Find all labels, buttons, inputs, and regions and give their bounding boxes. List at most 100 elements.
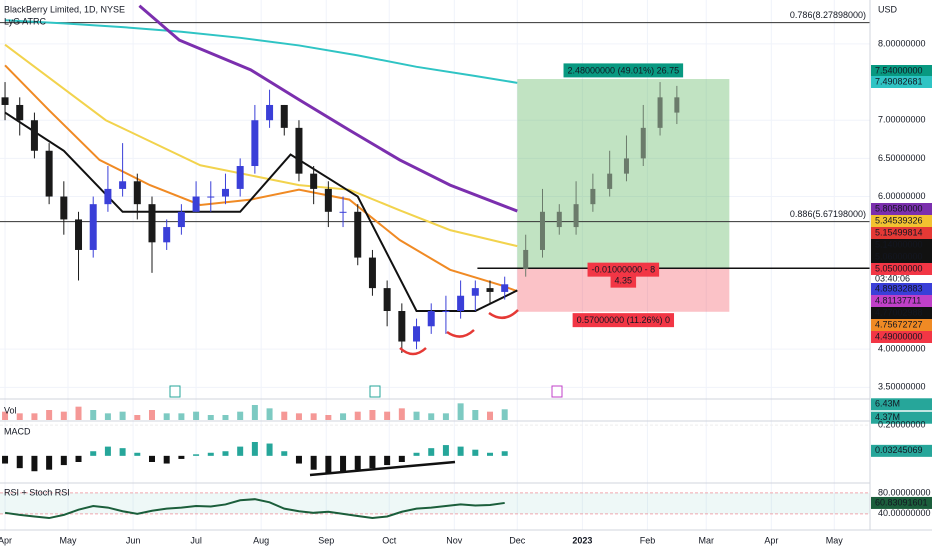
candle-body <box>607 173 613 189</box>
stop-label: 0.57000000 (11.26%) 0 <box>577 315 670 325</box>
y-tick-label: 8.00000000 <box>878 38 926 48</box>
macd-bar <box>134 452 141 456</box>
volume-bar <box>310 413 317 420</box>
candle-body <box>163 227 171 243</box>
macd-bar <box>31 455 38 472</box>
price-tag-label: 5.34539326 <box>875 215 923 225</box>
earnings-icon <box>369 385 381 398</box>
x-tick-label: Oct <box>382 535 397 545</box>
macd-bar <box>487 452 494 456</box>
macd-bar <box>46 455 53 470</box>
candle-body <box>280 104 288 128</box>
macd-bar <box>193 454 200 456</box>
candle-body <box>119 181 127 189</box>
fib-label: 0.886(5.67198000) <box>790 209 866 219</box>
price-tag-label: 6.43M <box>875 399 900 409</box>
volume-bar <box>501 409 508 420</box>
price-tag <box>871 239 932 251</box>
candle-body <box>339 211 347 213</box>
candle-body <box>16 104 24 121</box>
candle-body <box>523 249 529 270</box>
price-tag-label: 4.77002988 <box>875 307 923 317</box>
price-tag-label: 60.83091601 <box>875 497 928 507</box>
price-tag <box>871 295 932 307</box>
countdown: 03:40:06 <box>875 273 910 283</box>
macd-bar <box>457 446 464 456</box>
candle-body <box>368 257 376 289</box>
x-tick-label: Jul <box>190 535 202 545</box>
earnings-icon <box>551 385 563 398</box>
price-tag-label: 5.15499814 <box>875 227 923 237</box>
macd-bar <box>148 455 155 462</box>
x-tick-label: Apr <box>0 535 12 545</box>
y-tick-label: 7.00000000 <box>878 115 926 125</box>
macd-bar <box>266 443 273 456</box>
y-tick-label: 6.00000000 <box>878 191 926 201</box>
target-zone <box>517 79 730 269</box>
candle-body <box>60 196 68 220</box>
macd-bar <box>369 455 376 469</box>
trend-drawing <box>309 460 456 477</box>
macd-bar <box>295 455 302 464</box>
candle-body <box>457 295 465 312</box>
candle-body <box>657 97 663 128</box>
macd-bar <box>178 455 185 459</box>
price-tag-label: 4.89832883 <box>875 283 923 293</box>
price-tag <box>871 251 932 263</box>
volume-bar <box>222 415 229 420</box>
earnings-markers <box>169 385 563 398</box>
price-tag <box>871 203 932 215</box>
candle-body <box>471 288 479 296</box>
candle-body <box>148 204 156 243</box>
rsi-line <box>4 498 505 520</box>
volume-bar <box>134 415 141 420</box>
macd-bar <box>222 451 229 456</box>
x-tick-label: Apr <box>764 535 778 545</box>
volume-bar <box>487 411 494 420</box>
x-tick-label: Sep <box>318 535 334 545</box>
macd-bar <box>163 455 170 464</box>
volume-bar <box>325 415 332 420</box>
price-tag-label: 4.37M <box>875 412 900 422</box>
y-tick-label: 4.00000000 <box>878 344 926 354</box>
x-tick-label: Nov <box>446 535 463 545</box>
candle-body <box>442 311 450 313</box>
volume-bar <box>163 413 170 420</box>
entry-sub-label: 4.35 <box>615 276 633 286</box>
macd-bar <box>281 451 288 456</box>
pane-title: RSI + Stoch RSI <box>4 487 70 497</box>
candle-body <box>398 311 406 342</box>
volume-bar <box>207 415 214 420</box>
price-tag <box>871 307 932 319</box>
price-tag <box>871 496 932 509</box>
volume-bar <box>457 403 464 420</box>
price-tag <box>871 215 932 227</box>
price-tag-label: 5.14000000 <box>875 239 923 249</box>
candle-body <box>295 127 303 174</box>
candle-body <box>133 181 141 205</box>
candle-body <box>354 211 362 258</box>
macd-bar <box>251 442 258 456</box>
candle-body <box>383 288 391 312</box>
macd-bar <box>207 452 214 456</box>
volume-bar <box>281 411 288 420</box>
candle-body <box>427 311 435 327</box>
candle-body <box>324 188 332 212</box>
price-tag-label: 7.54000000 <box>875 65 923 75</box>
candle-body <box>221 188 229 197</box>
candle-body <box>590 188 596 205</box>
moving-average <box>138 4 518 213</box>
price-tag <box>871 263 932 275</box>
price-tag <box>871 331 932 343</box>
target-label: 2.48000000 (49.01%) 26.75 <box>568 65 680 75</box>
plot: 0.786(8.27898000) 0.886(5.67198000) 2.4800… <box>0 0 932 530</box>
macd-bar <box>354 455 361 470</box>
price-tag <box>871 283 932 295</box>
y-tick-label: 0.20000000 <box>878 419 926 429</box>
volume-bar <box>148 410 155 420</box>
volume-bar <box>295 413 302 420</box>
candle-body <box>640 127 646 159</box>
candle-body <box>623 158 629 174</box>
volume-bar <box>237 411 244 420</box>
entry-label-bg <box>587 262 660 277</box>
